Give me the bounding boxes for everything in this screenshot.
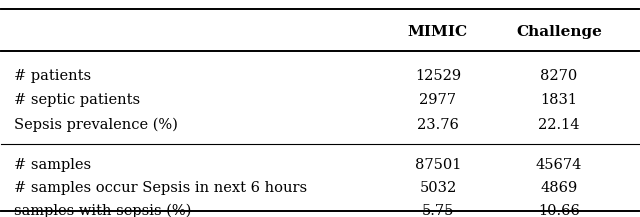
Text: Sepsis prevalence (%): Sepsis prevalence (%) (14, 118, 178, 132)
Text: 1831: 1831 (540, 93, 577, 107)
Text: 22.14: 22.14 (538, 118, 580, 132)
Text: MIMIC: MIMIC (408, 25, 468, 39)
Text: 10.66: 10.66 (538, 204, 580, 217)
Text: 4869: 4869 (540, 181, 577, 195)
Text: 45674: 45674 (536, 158, 582, 172)
Text: 8270: 8270 (540, 69, 577, 83)
Text: Challenge: Challenge (516, 25, 602, 39)
Text: # samples occur Sepsis in next 6 hours: # samples occur Sepsis in next 6 hours (14, 181, 307, 195)
Text: 2977: 2977 (419, 93, 456, 107)
Text: 5.75: 5.75 (422, 204, 454, 217)
Text: # patients: # patients (14, 69, 92, 83)
Text: samples with sepsis (%): samples with sepsis (%) (14, 204, 191, 217)
Text: 12529: 12529 (415, 69, 461, 83)
Text: 5032: 5032 (419, 181, 456, 195)
Text: 23.76: 23.76 (417, 118, 459, 132)
Text: # septic patients: # septic patients (14, 93, 140, 107)
Text: 87501: 87501 (415, 158, 461, 172)
Text: # samples: # samples (14, 158, 92, 172)
